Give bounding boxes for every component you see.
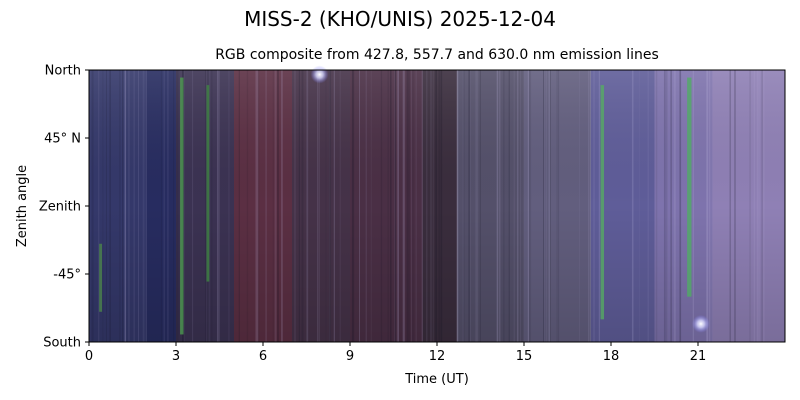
y-tick-label: 45° N — [44, 132, 81, 147]
y-tick-label: North — [45, 64, 81, 79]
emission-feature — [600, 85, 605, 320]
x-tick-label: 21 — [690, 349, 707, 364]
x-axis-label: Time (UT) — [404, 372, 469, 387]
y-tick-label: -45° — [53, 268, 81, 283]
heatmap-shading — [89, 70, 785, 342]
figure-title: MISS-2 (KHO/UNIS) 2025-12-04 — [244, 7, 556, 31]
bright-spot — [310, 65, 329, 84]
x-tick-label: 0 — [85, 349, 93, 364]
x-tick-label: 3 — [172, 349, 180, 364]
x-tick-label: 12 — [429, 349, 446, 364]
x-tick-label: 18 — [603, 349, 620, 364]
streak-texture — [89, 70, 765, 342]
x-axis: 0 3 6 9 12 15 18 21 — [85, 342, 706, 364]
y-tick-label: Zenith — [39, 200, 81, 215]
emission-feature — [687, 77, 692, 297]
y-axis: North 45° N Zenith -45° South — [39, 64, 89, 351]
plot-area — [88, 65, 786, 343]
x-tick-label: 15 — [516, 349, 533, 364]
y-axis-label: Zenith angle — [15, 165, 30, 247]
plot-title: RGB composite from 427.8, 557.7 and 630.… — [215, 47, 659, 63]
emission-feature — [206, 85, 210, 282]
x-tick-label: 9 — [346, 349, 354, 364]
emission-feature — [180, 77, 184, 335]
y-tick-label: South — [43, 336, 81, 351]
emission-feature — [99, 243, 103, 312]
x-tick-label: 6 — [259, 349, 267, 364]
bright-spot — [691, 314, 710, 333]
